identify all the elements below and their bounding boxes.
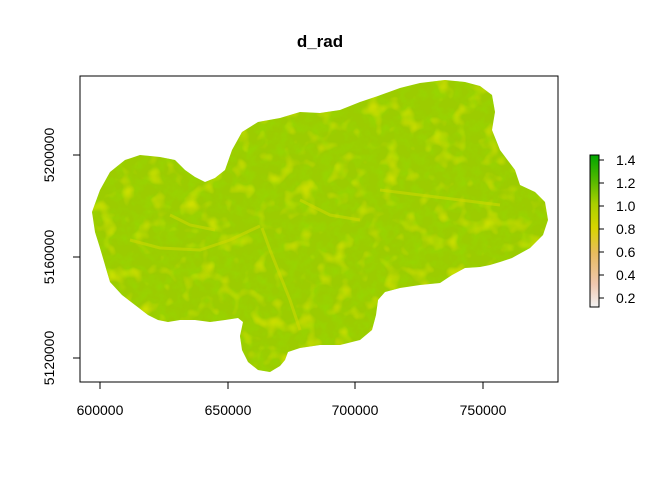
y-tick-label: 5160000 bbox=[41, 230, 57, 285]
x-tick-label: 700000 bbox=[332, 402, 379, 418]
study-area-raster bbox=[92, 80, 548, 372]
legend-label: 1.4 bbox=[616, 152, 636, 168]
raster-layer bbox=[92, 80, 548, 372]
x-axis: 600000 650000 700000 750000 bbox=[77, 381, 507, 418]
valley-streaks bbox=[129, 188, 501, 331]
legend-label: 1.2 bbox=[616, 175, 636, 191]
legend-label: 0.4 bbox=[616, 267, 636, 283]
legend-label: 0.6 bbox=[616, 244, 636, 260]
legend-label: 1.0 bbox=[616, 198, 636, 214]
y-axis: 5200000 5160000 5120000 bbox=[41, 128, 81, 386]
x-tick-label: 650000 bbox=[205, 402, 252, 418]
y-tick-label: 5120000 bbox=[41, 331, 57, 386]
legend-label: 0.2 bbox=[616, 290, 636, 306]
legend-gradient bbox=[589, 154, 600, 308]
legend-colorbar: 1.4 1.2 1.0 0.8 0.6 0.4 0.2 bbox=[589, 152, 636, 308]
x-tick-label: 600000 bbox=[77, 402, 124, 418]
x-tick-label: 750000 bbox=[460, 402, 507, 418]
y-tick-label: 5200000 bbox=[41, 128, 57, 183]
plot-title: d_rad bbox=[297, 32, 343, 51]
legend-label: 0.8 bbox=[616, 221, 636, 237]
